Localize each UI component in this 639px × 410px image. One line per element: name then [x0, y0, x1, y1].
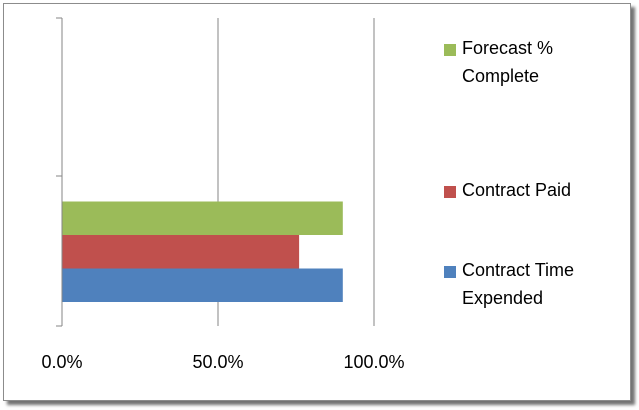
x-tick-label: 0.0%: [41, 352, 82, 372]
bars: [62, 201, 343, 302]
bar: [62, 268, 343, 302]
legend-label: Contract Time Expended: [462, 260, 575, 308]
plot-area: 0.0% 50.0% 100.0%: [41, 17, 405, 372]
legend-swatch-green: [444, 44, 456, 56]
x-tick-label: 50.0%: [192, 352, 243, 372]
axes: [56, 17, 63, 327]
legend-label: Contract Paid: [462, 180, 572, 200]
legend-swatch-red: [444, 186, 456, 198]
x-tick-labels: 0.0% 50.0% 100.0%: [41, 352, 404, 372]
legend-item-contract-paid: Contract Paid: [444, 180, 622, 204]
bar: [62, 235, 300, 269]
legend-swatch-blue: [444, 266, 456, 278]
legend: Forecast % Complete Contract Paid Contra…: [444, 4, 634, 404]
x-tick-label: 100.0%: [343, 352, 404, 372]
bar: [62, 201, 343, 235]
legend-item-forecast-complete: Forecast % Complete: [444, 38, 622, 90]
legend-item-contract-time-expended: Contract Time Expended: [444, 260, 622, 312]
chart-area: 0.0% 50.0% 100.0% Forecast % Complete Cont…: [3, 3, 631, 401]
legend-label: Forecast % Complete: [462, 38, 554, 86]
